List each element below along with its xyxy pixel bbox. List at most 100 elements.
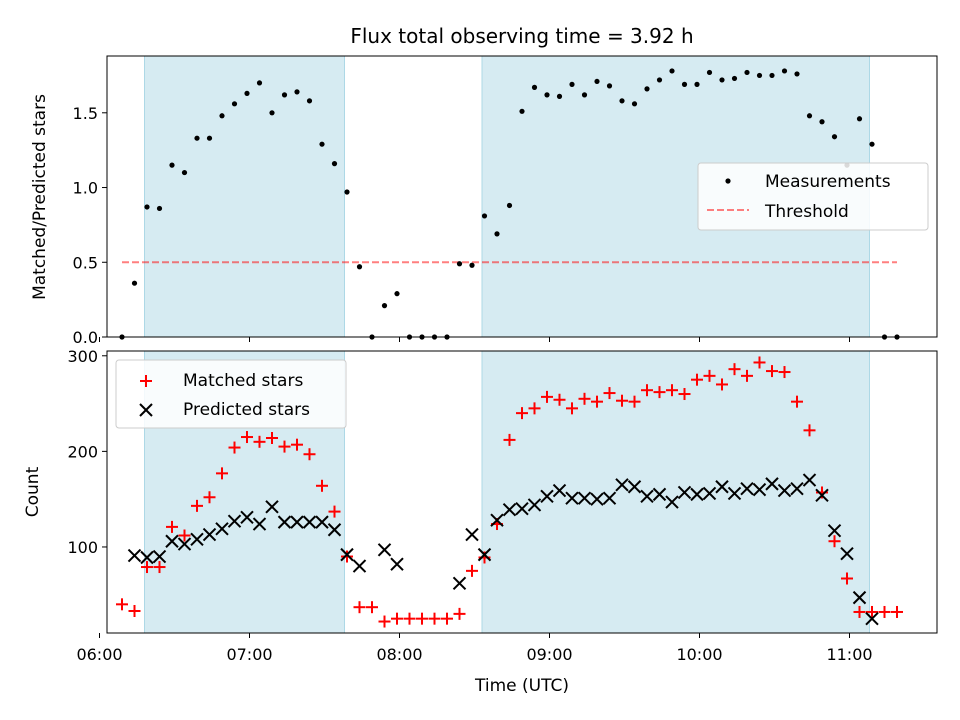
predicted-star-point <box>515 502 529 516</box>
legend-measurements-label: Measurements <box>765 172 891 192</box>
matched-star-point <box>128 605 141 618</box>
matched-star-point <box>516 407 528 420</box>
predicted-star-point <box>390 557 404 571</box>
legend-predicted-marker <box>139 403 153 417</box>
measurement-point <box>231 101 238 107</box>
predicted-star-point <box>327 523 342 537</box>
predicted-star-point <box>602 491 617 505</box>
x-tick-label: 07:00 <box>226 645 272 664</box>
predicted-star-point <box>790 481 804 496</box>
measurement-point <box>569 81 575 87</box>
measurement-point <box>244 90 250 96</box>
matched-star-point <box>553 393 566 406</box>
x-tick-label: 08:00 <box>376 645 422 664</box>
matched-star-point <box>366 601 378 614</box>
matched-star-point <box>328 505 341 518</box>
measurement-point <box>394 291 400 297</box>
predicted-star-point <box>527 498 542 512</box>
bottom-panel-legend: Matched stars Predicted stars <box>115 359 347 429</box>
matched-star-point <box>178 529 191 542</box>
predicted-star-point <box>177 537 192 551</box>
predicted-star-point <box>690 487 704 502</box>
matched-star-point <box>316 479 328 492</box>
top-panel-frame <box>106 55 938 338</box>
predicted-star-point <box>777 483 792 498</box>
measurement-point <box>781 68 788 74</box>
bottom-panel-y-axis-label: Count <box>23 466 43 517</box>
y-tick-label: 1.0 <box>73 179 98 198</box>
matched-star-point <box>191 499 203 512</box>
matched-star-point <box>228 441 241 454</box>
top-panel-title: Flux total observing time = 3.92 h <box>350 24 693 48</box>
predicted-star-point <box>340 547 354 562</box>
matched-star-point <box>203 491 216 504</box>
legend-measurements-marker <box>725 178 731 184</box>
matched-star-point <box>541 390 553 403</box>
measurement-point <box>306 98 313 104</box>
matched-star-point <box>828 535 841 548</box>
predicted-stars-points <box>127 473 879 626</box>
predicted-star-point <box>765 477 779 491</box>
predicted-star-point <box>752 482 767 497</box>
legend-matched-marker <box>140 375 152 387</box>
measurement-point <box>756 72 763 79</box>
legend-matched-label: Matched stars <box>183 371 303 391</box>
predicted-star-point <box>240 510 254 525</box>
matched-star-point <box>278 440 291 453</box>
top-legend-box <box>697 162 929 231</box>
bottom-panel-y-ticks: 100 200 300 <box>67 347 107 557</box>
bottom-panel-x-axis-label: Time (UTC) <box>474 676 569 696</box>
measurement-point <box>156 205 163 212</box>
x-tick-label: 09:00 <box>526 645 572 664</box>
matched-stars-points <box>116 356 903 628</box>
measurement-point <box>631 101 638 107</box>
legend-threshold-label: Threshold <box>764 202 849 222</box>
matched-star-point <box>653 386 666 399</box>
measurement-point <box>744 69 750 76</box>
x-tick-label: 10:00 <box>676 645 722 664</box>
measurement-point <box>719 77 725 83</box>
predicted-star-point <box>840 546 854 561</box>
y-tick-label: 200 <box>67 442 98 461</box>
measurement-point <box>544 92 550 98</box>
measurement-point <box>281 92 288 98</box>
predicted-star-point <box>802 473 817 487</box>
measurement-point <box>319 141 325 147</box>
matched-star-point <box>678 388 691 401</box>
measurements-points <box>119 68 900 340</box>
predicted-star-point <box>852 590 867 605</box>
predicted-star-point <box>352 559 367 573</box>
measurement-point <box>769 72 775 79</box>
matched-star-point <box>466 564 478 577</box>
measurement-point <box>356 264 363 270</box>
measurement-point <box>519 108 525 114</box>
predicted-star-point <box>677 485 692 500</box>
matched-star-point <box>703 369 716 382</box>
matched-star-point <box>791 395 803 408</box>
predicted-star-point <box>577 491 592 505</box>
matched-star-point <box>253 435 266 448</box>
matched-star-point <box>166 520 178 533</box>
measurement-point <box>606 83 613 89</box>
matched-star-point <box>266 431 278 444</box>
predicted-star-point <box>202 527 217 542</box>
y-tick-label: 1.5 <box>73 104 98 123</box>
y-tick-label: 0.5 <box>73 253 98 272</box>
measurement-point <box>856 116 863 122</box>
top-panel-y-axis-label: Matched/Predicted stars <box>30 94 50 300</box>
predicted-star-point <box>215 522 229 536</box>
predicted-star-point <box>815 488 829 503</box>
predicted-star-point <box>502 502 517 517</box>
predicted-star-point <box>452 576 467 590</box>
measurement-point <box>344 189 350 195</box>
predicted-star-point <box>865 611 879 626</box>
predicted-star-point <box>702 486 717 501</box>
predicted-star-point <box>727 486 742 501</box>
measurement-point <box>181 169 188 176</box>
measurement-point <box>806 113 813 119</box>
predicted-star-point <box>140 550 154 565</box>
matched-star-point <box>441 612 453 625</box>
measurement-point <box>831 134 838 140</box>
y-tick-label: 100 <box>67 538 98 557</box>
